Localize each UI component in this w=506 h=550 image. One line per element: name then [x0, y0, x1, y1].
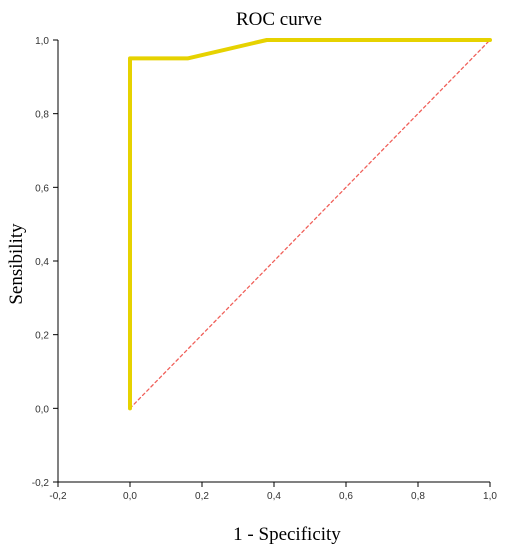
y-axis-label: Sensibility — [6, 223, 27, 305]
plot-area: -0,2 0,0 0,2 0,4 0,6 0,8 1,0 -0,2 0,0 0,2 0,4 0,6 0,… — [32, 36, 498, 502]
y-tick-label: 1,0 — [35, 36, 49, 47]
y-tick-label: 0,4 — [35, 257, 49, 268]
y-tick-label: 0,8 — [35, 110, 49, 121]
y-tick-label: 0,6 — [35, 183, 49, 194]
y-tick-label: 0,2 — [35, 331, 49, 342]
x-tick-label: 0,6 — [339, 491, 353, 502]
chart-title: ROC curve — [236, 9, 322, 30]
y-tick-label: 0,0 — [35, 404, 49, 415]
x-tick-label: 0,8 — [411, 491, 425, 502]
x-tick-label: 1,0 — [483, 491, 497, 502]
reference-diagonal-line — [129, 39, 491, 409]
x-tick-label: 0,0 — [123, 491, 137, 502]
x-tick-label: -0,2 — [49, 491, 67, 502]
roc-curve-line — [128, 38, 492, 411]
y-tick-label: -0,2 — [32, 478, 50, 489]
x-tick-label: 0,4 — [267, 491, 281, 502]
x-tick-label: 0,2 — [195, 491, 209, 502]
x-axis-label: 1 - Specificity — [233, 524, 341, 545]
